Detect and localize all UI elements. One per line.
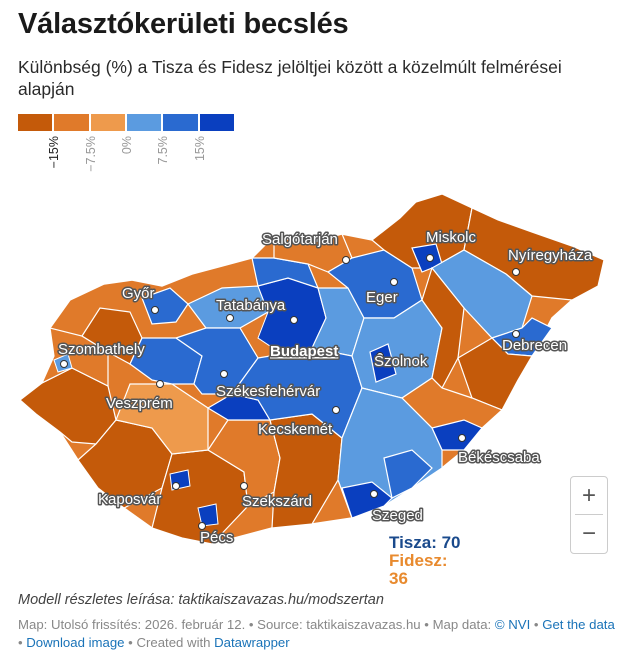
label-szolnok: Szolnok xyxy=(374,353,428,370)
legend-tick-15: 15% xyxy=(193,136,207,162)
district-pecs-city[interactable] xyxy=(197,503,219,527)
label-szeged: Szeged xyxy=(372,507,423,524)
footer: Map: Utolsó frissítés: 2026. február 12.… xyxy=(18,616,618,652)
label-gyor: Győr xyxy=(122,285,155,302)
footer-sep-3: • Created with xyxy=(124,635,215,650)
map-svg[interactable]: Salgótarján Miskolc Nyíregyháza Győr Tat… xyxy=(12,188,612,578)
seats-tisza: Tisza: 70 xyxy=(389,533,461,552)
district-veszprem-south[interactable] xyxy=(115,383,209,455)
download-image-link[interactable]: Download image xyxy=(26,635,125,650)
legend-swatch-4 xyxy=(126,114,162,131)
dot-bekescsaba xyxy=(458,434,466,442)
model-note: Modell részletes leírása: taktikaiszavaz… xyxy=(18,592,384,608)
label-szombathely: Szombathely xyxy=(58,341,145,358)
legend-swatch-6 xyxy=(199,114,234,131)
label-szekesfehervar: Székesfehérvár xyxy=(216,383,320,400)
dot-debrecen xyxy=(512,330,520,338)
dot-szeged xyxy=(370,490,378,498)
dot-tatabanya xyxy=(226,314,234,322)
label-debrecen: Debrecen xyxy=(502,337,567,354)
dot-szekesfehervar xyxy=(220,370,228,378)
nvi-link[interactable]: © NVI xyxy=(494,617,531,632)
district-szeged-east[interactable] xyxy=(383,449,433,499)
dot-szekszard xyxy=(240,482,248,490)
legend-tick-7-5: 7.5% xyxy=(156,136,170,165)
legend-swatch-5 xyxy=(163,114,198,131)
legend-swatch-3 xyxy=(90,114,125,131)
label-eger: Eger xyxy=(366,289,398,306)
label-bekescsaba: Békéscsaba xyxy=(458,449,540,466)
label-veszprem: Veszprém xyxy=(106,395,173,412)
label-kecskemet: Kecskemét xyxy=(258,421,333,438)
dot-szombathely xyxy=(60,360,68,368)
dot-salgotarjan xyxy=(342,256,350,264)
label-budapest: Budapest xyxy=(270,343,338,360)
legend-tick-minus15: −15% xyxy=(47,136,61,169)
color-legend: −15% −7.5% 0% 7.5% 15% xyxy=(18,114,236,184)
dot-nyiregyhaza xyxy=(512,268,520,276)
zoom-control: + − xyxy=(570,476,608,554)
seat-projection: Tisza: 70 Fidesz: 36 xyxy=(389,534,461,588)
legend-tick-0: 0% xyxy=(120,136,134,155)
label-nyiregyhaza: Nyíregyháza xyxy=(508,247,593,264)
label-szekszard: Szekszárd xyxy=(242,493,312,510)
zoom-divider xyxy=(575,514,603,515)
label-salgotarjan: Salgótarján xyxy=(262,231,338,248)
district-szolnok-city[interactable] xyxy=(369,343,397,383)
district-szeged[interactable] xyxy=(341,481,393,519)
get-data-link[interactable]: Get the data xyxy=(542,617,615,632)
footer-prefix: Map: Utolsó frissítés: 2026. február 12.… xyxy=(18,617,495,632)
page-subtitle: Különbség (%) a Tisza és Fidesz jelöltje… xyxy=(18,57,562,99)
seats-fidesz-label: Fidesz: xyxy=(389,551,448,570)
zoom-out-button[interactable]: − xyxy=(581,519,596,547)
dot-pecs xyxy=(198,522,206,530)
footer-sep-1: • xyxy=(530,617,543,632)
legend-swatch-2 xyxy=(54,114,89,131)
label-pecs: Pécs xyxy=(200,529,233,546)
page-title: Választókerületi becslés xyxy=(18,8,349,40)
legend-swatches xyxy=(18,114,236,131)
district-map[interactable]: Salgótarján Miskolc Nyíregyháza Győr Tat… xyxy=(12,188,612,578)
label-tatabanya: Tatabánya xyxy=(216,297,286,314)
zoom-in-button[interactable]: + xyxy=(581,481,596,509)
district-hajdu[interactable] xyxy=(421,266,465,389)
city-markers xyxy=(60,254,520,530)
datawrapper-link[interactable]: Datawrapper xyxy=(214,635,290,650)
dot-gyor xyxy=(151,306,159,314)
legend-swatch-1 xyxy=(18,114,53,131)
seats-fidesz-value: 36 xyxy=(389,569,408,588)
dot-veszprem xyxy=(156,380,164,388)
label-miskolc: Miskolc xyxy=(426,229,477,246)
legend-tick-minus7-5: −7.5% xyxy=(84,136,98,172)
dot-kecskemet xyxy=(332,406,340,414)
dot-kaposvar xyxy=(172,482,180,490)
label-kaposvar: Kaposvár xyxy=(98,491,161,508)
district-gyor[interactable] xyxy=(141,287,189,325)
dot-miskolc xyxy=(426,254,434,262)
dot-budapest xyxy=(290,316,298,324)
dot-eger xyxy=(390,278,398,286)
footer-sep-2: • xyxy=(18,635,27,650)
dot-szolnok xyxy=(376,352,384,360)
